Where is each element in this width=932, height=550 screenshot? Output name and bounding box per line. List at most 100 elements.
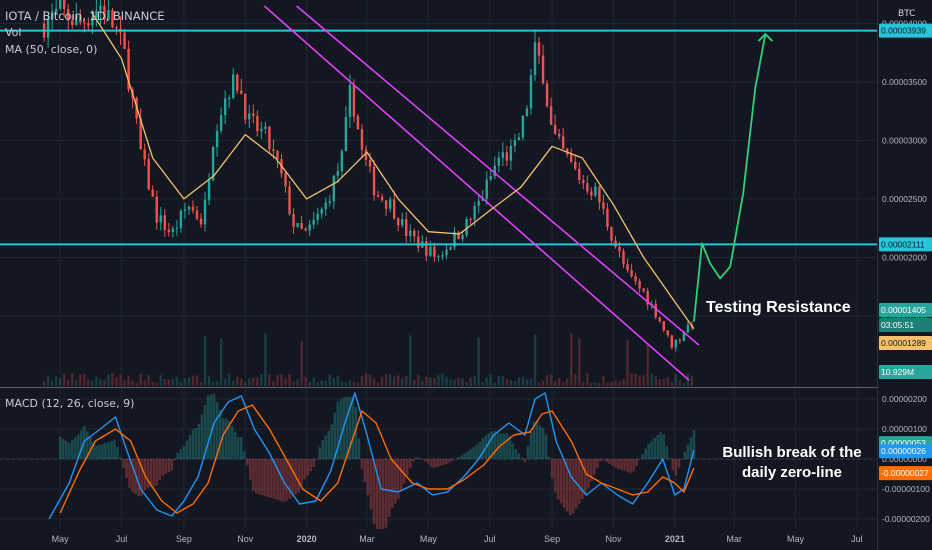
histogram-bar bbox=[463, 453, 466, 459]
histogram-bar bbox=[73, 437, 77, 459]
volume-bar bbox=[127, 375, 130, 386]
candle-body bbox=[549, 106, 553, 125]
candle-body bbox=[682, 332, 686, 341]
axis-background bbox=[878, 0, 932, 550]
candle-body bbox=[244, 93, 247, 120]
volume-bar bbox=[646, 342, 649, 386]
candle-body bbox=[227, 97, 231, 99]
candle-body bbox=[207, 180, 211, 200]
candle-body bbox=[553, 124, 557, 134]
symbol-title[interactable]: IOTA / Bitcoin, 1D, BINANCE bbox=[5, 9, 165, 23]
volume-bar bbox=[211, 381, 215, 386]
ma-line bbox=[90, 11, 695, 330]
histogram-bar bbox=[671, 459, 675, 471]
histogram-bar bbox=[556, 459, 560, 500]
histogram-bar bbox=[95, 445, 98, 459]
histogram-bar bbox=[158, 459, 162, 481]
candle-body bbox=[380, 196, 384, 201]
candle-body bbox=[324, 202, 327, 210]
volume-bar bbox=[280, 374, 283, 386]
histogram-bar bbox=[439, 459, 442, 467]
candle-body bbox=[236, 74, 239, 91]
volume-bar bbox=[171, 378, 175, 386]
time-tick-label: May bbox=[52, 534, 70, 544]
histogram-bar bbox=[149, 459, 153, 488]
volume-bar bbox=[489, 374, 492, 386]
histogram-bar bbox=[264, 459, 267, 497]
histogram-bar bbox=[173, 459, 177, 461]
histogram-bar bbox=[692, 430, 696, 459]
histogram-bar bbox=[487, 433, 491, 459]
volume-bar bbox=[276, 374, 279, 386]
histogram-bar bbox=[656, 435, 660, 459]
volume-bar bbox=[449, 379, 452, 386]
candle-body bbox=[517, 137, 521, 140]
histogram-bar bbox=[170, 459, 174, 471]
candle-body bbox=[493, 165, 496, 177]
histogram-bar bbox=[635, 459, 638, 466]
histogram-bar bbox=[161, 459, 165, 476]
histogram-bar bbox=[191, 429, 195, 459]
candle-body bbox=[582, 179, 585, 184]
ma-legend[interactable]: MA (50, close, 0) bbox=[5, 43, 98, 56]
histogram-bar bbox=[321, 439, 325, 459]
histogram-bar bbox=[411, 459, 415, 462]
time-tick-label: Sep bbox=[544, 534, 560, 544]
volume-bar bbox=[155, 382, 158, 386]
volume-bar bbox=[666, 377, 669, 386]
histogram-bar bbox=[511, 443, 515, 459]
histogram-bar bbox=[526, 445, 530, 459]
histogram-bar bbox=[571, 459, 575, 514]
price-tick-label: 0.00002000 bbox=[882, 252, 927, 262]
candle-body bbox=[107, 10, 110, 20]
histogram-bar bbox=[466, 451, 469, 459]
histogram-bar bbox=[360, 459, 364, 470]
volume-bar bbox=[71, 373, 74, 386]
histogram-bar bbox=[602, 459, 605, 461]
candle-body bbox=[336, 171, 340, 176]
volume-bar bbox=[284, 378, 287, 386]
volume-legend[interactable]: Vol bbox=[5, 26, 22, 39]
candle-body bbox=[159, 215, 162, 223]
candle-body bbox=[364, 149, 368, 160]
histogram-bar bbox=[659, 432, 663, 459]
histogram-bar bbox=[242, 451, 246, 459]
histogram-bar bbox=[626, 459, 629, 472]
histogram-bar bbox=[520, 457, 524, 459]
histogram-bar bbox=[363, 459, 367, 483]
volume-bar bbox=[131, 380, 134, 386]
candle-body bbox=[320, 209, 323, 214]
volume-bar bbox=[312, 377, 315, 386]
histogram-bar bbox=[617, 459, 620, 469]
macd-legend[interactable]: MACD (12, 26, close, 9) bbox=[5, 397, 135, 410]
volume-bar bbox=[372, 378, 376, 386]
histogram-bar bbox=[378, 459, 382, 544]
histogram-bar bbox=[644, 448, 647, 459]
histogram-bar bbox=[647, 443, 650, 459]
volume-bar bbox=[175, 376, 179, 386]
histogram-bar bbox=[76, 434, 80, 459]
volume-bar bbox=[533, 334, 537, 386]
histogram-bar bbox=[596, 459, 599, 468]
time-axis[interactable]: May Jul Sep Nov 2020 Mar May Jul Sep Nov 2021 Mar Ma… bbox=[0, 529, 877, 550]
histogram-bar bbox=[580, 459, 584, 499]
volume-bar bbox=[380, 376, 384, 386]
candle-body bbox=[276, 150, 279, 160]
candle-body bbox=[666, 330, 669, 336]
macd-line bbox=[48, 392, 695, 520]
histogram-bar bbox=[508, 435, 512, 459]
volume-bar bbox=[465, 381, 468, 386]
volume-bar bbox=[610, 381, 613, 386]
candle-body bbox=[292, 213, 295, 227]
histogram-bar bbox=[61, 438, 65, 459]
histogram-bar bbox=[309, 459, 312, 472]
price-tick-label: 0.00003000 bbox=[882, 135, 927, 145]
volume-bar bbox=[119, 374, 122, 386]
histogram-bar bbox=[155, 459, 159, 486]
histogram-bar bbox=[336, 401, 340, 459]
histogram-bar bbox=[318, 447, 322, 459]
candle-body bbox=[203, 199, 207, 225]
volume-bar bbox=[401, 378, 404, 386]
histogram-bar bbox=[291, 459, 294, 497]
